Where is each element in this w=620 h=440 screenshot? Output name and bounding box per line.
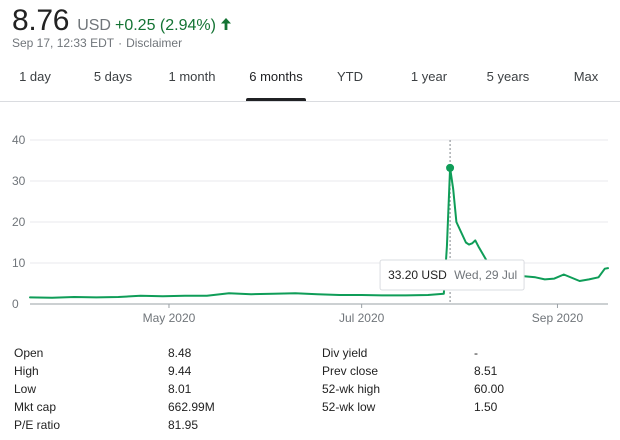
x-tick-label: Jul 2020 — [339, 311, 385, 325]
stat-label-low: Low — [14, 382, 37, 396]
stat-value-52wk-low: 1.50 — [474, 400, 498, 414]
tab-1-month[interactable]: 1 month — [168, 69, 216, 84]
stat-label-52wk-low: 52-wk low — [322, 400, 376, 414]
y-tick-label: 10 — [12, 256, 26, 270]
hover-point — [446, 163, 455, 172]
stats-row: Low 8.01 52-wk high 60.00 — [14, 382, 614, 400]
quote-meta: Sep 17, 12:33 EDT · Disclaimer — [12, 36, 182, 50]
stat-label-52wk-high: 52-wk high — [322, 382, 381, 396]
chart-tooltip: 33.20 USD Wed, 29 Jul — [379, 259, 525, 291]
x-tick-label: Sep 2020 — [532, 311, 584, 325]
tab-5-days[interactable]: 5 days — [93, 69, 133, 84]
stats-table: Open 8.48 Div yield - High 9.44 Prev clo… — [14, 346, 614, 436]
stat-value-high: 9.44 — [168, 364, 192, 378]
stat-value-52wk-high: 60.00 — [474, 382, 505, 396]
price-header: 8.76 USD +0.25 (2.94%) — [12, 4, 232, 37]
current-price: 8.76 — [12, 4, 70, 37]
stats-row: High 9.44 Prev close 8.51 — [14, 364, 614, 382]
stat-value-pe-ratio: 81.95 — [168, 418, 199, 432]
stat-label-pe-ratio: P/E ratio — [14, 418, 61, 432]
stat-value-open: 8.48 — [168, 346, 192, 360]
stat-value-prev-close: 8.51 — [474, 364, 498, 378]
disclaimer-link[interactable]: Disclaimer — [126, 36, 183, 50]
stat-value-div-yield: - — [474, 346, 478, 360]
tab-ytd[interactable]: YTD — [337, 69, 363, 84]
tab-max[interactable]: Max — [573, 69, 599, 84]
stat-value-low: 8.01 — [168, 382, 192, 396]
stat-label-prev-close: Prev close — [322, 364, 379, 378]
price-chart[interactable]: 0 10 20 30 40 May 2020 Jul 2020 Sep 2020 33.20 U… — [0, 128, 620, 328]
stat-value-mkt-cap: 662.99M — [168, 400, 215, 414]
y-tick-label: 30 — [12, 174, 26, 188]
tab-5-years[interactable]: 5 years — [486, 69, 530, 84]
arrow-up-icon — [220, 18, 231, 30]
y-tick-label: 0 — [12, 297, 19, 311]
x-tick-label: May 2020 — [143, 311, 196, 325]
tooltip-date: Wed, 29 Jul — [454, 268, 517, 282]
tab-1-year[interactable]: 1 year — [410, 69, 448, 84]
active-tab-indicator — [246, 98, 306, 101]
stats-row: Open 8.48 Div yield - — [14, 346, 614, 364]
stat-label-high: High — [14, 364, 39, 378]
tab-1-day[interactable]: 1 day — [19, 69, 51, 84]
price-change: +0.25 (2.94%) — [114, 17, 216, 34]
y-tick-label: 20 — [12, 215, 26, 229]
tabs-divider — [0, 101, 620, 102]
meta-separator: · — [118, 36, 123, 50]
stat-label-div-yield: Div yield — [322, 346, 368, 360]
stats-row: P/E ratio 81.95 — [14, 418, 614, 436]
stat-label-mkt-cap: Mkt cap — [14, 400, 57, 414]
stat-label-open: Open — [14, 346, 44, 360]
range-tabs: 1 day 5 days 1 month 6 months YTD 1 year… — [0, 58, 620, 102]
stats-row: Mkt cap 662.99M 52-wk low 1.50 — [14, 400, 614, 418]
tooltip-value: 33.20 USD — [388, 268, 447, 282]
tooltip-box — [379, 259, 525, 291]
y-tick-label: 40 — [12, 133, 26, 147]
quote-timestamp: Sep 17, 12:33 EDT — [12, 36, 115, 50]
currency-code: USD — [77, 17, 111, 34]
tab-6-months[interactable]: 6 months — [249, 69, 303, 84]
